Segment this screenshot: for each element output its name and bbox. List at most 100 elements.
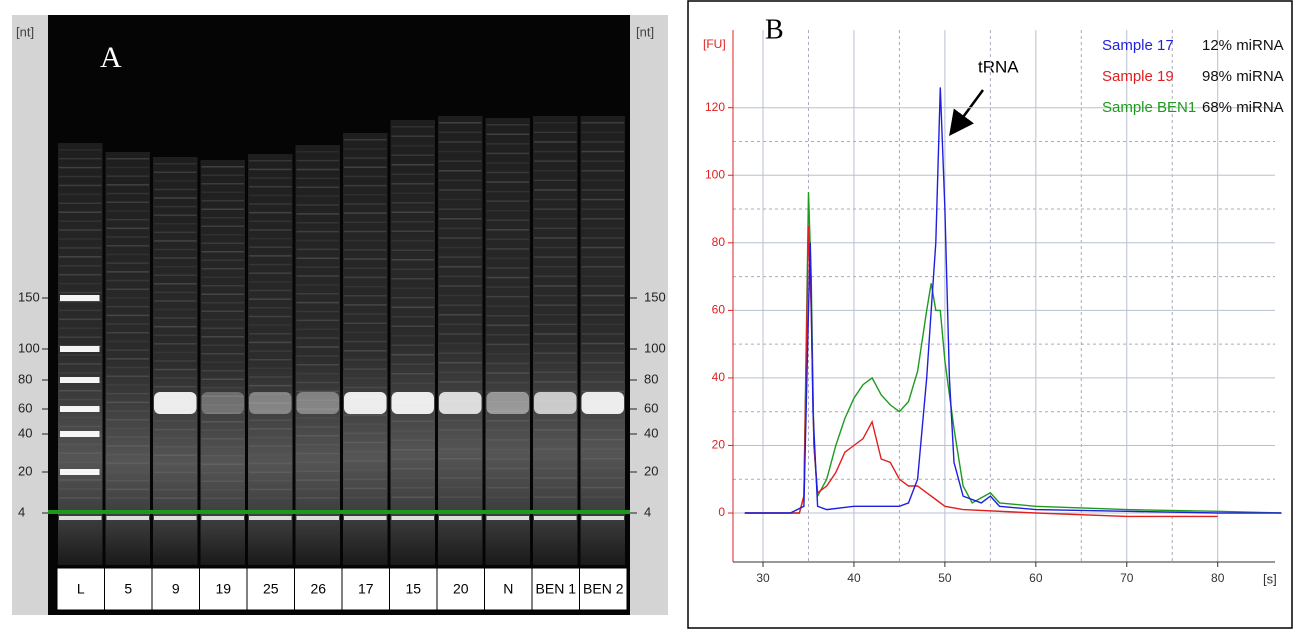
lane-band (391, 344, 434, 346)
lane-band (249, 462, 292, 465)
lane-band (154, 437, 197, 439)
lane-band (249, 367, 292, 370)
lane-band (486, 190, 529, 193)
lane-band (59, 443, 102, 446)
lane-band (486, 257, 529, 260)
lane-band (296, 452, 339, 455)
y-tick-label: 20 (712, 438, 726, 452)
lane-band (106, 427, 149, 430)
lane-band (154, 308, 197, 311)
lane-band (201, 200, 244, 202)
lane-band (59, 149, 102, 151)
lane-band (201, 251, 244, 253)
lane-band (344, 184, 387, 187)
lane-band (296, 204, 339, 206)
lane-band (439, 323, 482, 326)
size-label: 150 (18, 289, 40, 304)
lane-label: 25 (263, 581, 279, 597)
lane-band (296, 435, 339, 437)
size-label: 150 (644, 289, 666, 304)
lane-band (201, 234, 244, 236)
lane-band (154, 351, 197, 354)
panel-label: A (100, 41, 122, 74)
lane-band (59, 202, 102, 205)
lane-band (201, 489, 244, 491)
lane (248, 154, 293, 565)
lane-band (534, 496, 577, 498)
lane-band (154, 171, 197, 174)
lane-band (391, 183, 434, 185)
lane-band (486, 133, 529, 136)
marker-line (48, 510, 630, 514)
lane-band (534, 285, 577, 287)
marker-band (106, 516, 149, 520)
lane-band (534, 160, 577, 162)
lane-band (249, 211, 292, 214)
lane-band (106, 166, 149, 169)
lane-band (59, 247, 102, 249)
lane-band (439, 362, 482, 364)
lane-band (201, 183, 244, 185)
lane-band (249, 358, 292, 361)
lane-band (296, 257, 339, 259)
lane-band (296, 248, 339, 251)
lane-band (439, 160, 482, 162)
lane-band (534, 333, 577, 335)
lane-band (534, 227, 577, 230)
lane-band (344, 276, 387, 279)
lane-band (59, 238, 102, 240)
lane-band (439, 342, 482, 345)
lane-band (249, 324, 292, 326)
lane-band (249, 393, 292, 396)
lane-band (296, 239, 339, 242)
lane-band (581, 179, 624, 182)
lane-band (106, 488, 149, 491)
lane-band (106, 410, 149, 412)
lane-band (534, 150, 577, 153)
lane-band (534, 429, 577, 431)
lane-band (296, 301, 339, 304)
lane-band (59, 193, 102, 196)
lane-band (296, 230, 339, 233)
lane-band (581, 381, 624, 383)
lane-band (581, 304, 624, 306)
lane-band (344, 460, 387, 462)
lane-band (154, 385, 197, 388)
lane-band (296, 399, 339, 401)
lane-band (106, 497, 149, 499)
lane-band (249, 410, 292, 413)
lane (485, 118, 530, 565)
lane-band (154, 343, 197, 345)
lane-band (59, 300, 102, 303)
lane-band (201, 463, 244, 465)
lane-band (439, 467, 482, 470)
lane-band (154, 454, 197, 457)
lane-band (249, 445, 292, 447)
lane-band (59, 282, 102, 285)
lane-band (249, 428, 292, 430)
lane-band (59, 318, 102, 321)
lane-band (154, 497, 197, 499)
lane-band (391, 126, 434, 128)
lane-band (106, 253, 149, 256)
lane-band (59, 389, 102, 392)
lane-band (534, 486, 577, 489)
lane-band (249, 281, 292, 283)
lane-band (296, 346, 339, 348)
lane-band (439, 266, 482, 268)
lane-band (534, 179, 577, 182)
lane-band (439, 208, 482, 210)
size-label: 80 (644, 371, 658, 386)
lane-band (59, 291, 102, 294)
ladder-band (60, 346, 100, 352)
lane-band (296, 328, 339, 330)
lane-band (439, 333, 482, 335)
lane-band (344, 368, 387, 370)
lane-band (439, 352, 482, 354)
lane-label: 20 (453, 581, 469, 597)
ladder-band (60, 469, 100, 475)
lane-band (59, 211, 102, 213)
lane-band (581, 323, 624, 326)
lane-band (439, 381, 482, 383)
lane (200, 160, 245, 565)
